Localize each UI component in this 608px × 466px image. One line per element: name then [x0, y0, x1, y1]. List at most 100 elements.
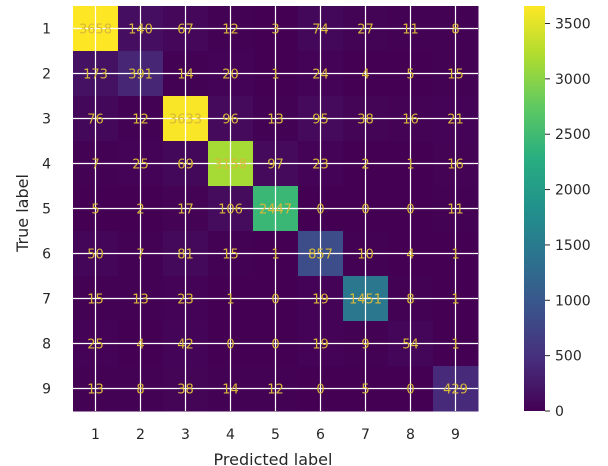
cell-value-label: 74 — [312, 23, 329, 38]
cell-value-label: 13 — [87, 383, 104, 398]
cell-value-label: 173 — [83, 68, 108, 83]
cell-value-label: 15 — [447, 68, 464, 83]
cell-value-label: 12 — [267, 383, 284, 398]
y-tick-label: 5 — [42, 202, 51, 218]
colorbar — [524, 6, 545, 411]
y-tick-label: 6 — [42, 247, 51, 263]
colorbar-tick-label: 3500 — [555, 16, 591, 32]
cell-value-label: 76 — [87, 113, 104, 128]
cell-value-label: 391 — [128, 68, 153, 83]
y-axis-label: True label — [13, 174, 32, 253]
cell-value-label: 96 — [222, 113, 239, 128]
cell-value-label: 67 — [177, 23, 194, 38]
cell-value-label: 11 — [447, 203, 464, 218]
cell-value-label: 0 — [271, 338, 279, 353]
cell-value-label: 0 — [406, 383, 414, 398]
cell-value-label: 429 — [443, 383, 468, 398]
cell-value-label: 5 — [91, 203, 99, 218]
x-tick-label: 1 — [91, 427, 100, 443]
x-tick-label: 2 — [136, 427, 145, 443]
x-axis-ticks: 1 2 3 4 5 6 7 8 9 — [91, 427, 460, 443]
cell-value-label: 15 — [222, 248, 239, 263]
cell-value-label: 1 — [451, 293, 459, 308]
cell-value-label: 11 — [402, 23, 419, 38]
cell-value-label: 13 — [267, 113, 284, 128]
cell-value-label: 23 — [177, 293, 194, 308]
cell-value-label: 42 — [177, 338, 194, 353]
cell-value-label: 3633 — [169, 113, 202, 128]
cell-value-label: 8 — [406, 293, 414, 308]
cell-value-label: 7 — [136, 248, 144, 263]
x-tick-label: 9 — [451, 427, 460, 443]
cell-value-label: 25 — [132, 158, 149, 173]
x-tick-label: 8 — [406, 427, 415, 443]
cell-value-label: 23 — [312, 158, 329, 173]
cell-value-label: 81 — [177, 248, 194, 263]
cell-value-label: 1451 — [349, 293, 382, 308]
cell-value-label: 20 — [222, 68, 239, 83]
y-tick-label: 8 — [42, 337, 51, 353]
x-tick-label: 4 — [226, 427, 235, 443]
cell-value-label: 2 — [136, 203, 144, 218]
y-tick-label: 9 — [42, 382, 51, 398]
y-tick-label: 1 — [42, 22, 51, 38]
cell-value-label: 2447 — [259, 203, 292, 218]
cell-value-label: 10 — [357, 248, 374, 263]
cell-value-label: 3658 — [79, 23, 112, 38]
cell-value-label: 4 — [406, 248, 414, 263]
colorbar-tick-label: 0 — [555, 404, 564, 420]
cell-value-label: 69 — [177, 158, 194, 173]
cell-value-label: 4 — [361, 68, 369, 83]
colorbar-tick-label: 1500 — [555, 238, 591, 254]
cell-value-label: 1 — [451, 338, 459, 353]
y-tick-label: 7 — [42, 292, 51, 308]
colorbar-tick-label: 1000 — [555, 293, 591, 309]
cell-value-label: 0 — [271, 293, 279, 308]
y-tick-label: 4 — [42, 157, 51, 173]
x-axis-label: Predicted label — [214, 450, 333, 466]
cell-value-label: 12 — [132, 113, 149, 128]
cell-value-label: 140 — [128, 23, 153, 38]
cell-value-label: 54 — [402, 338, 419, 353]
cell-value-label: 15 — [87, 293, 104, 308]
cell-value-label: 19 — [312, 293, 329, 308]
cell-value-label: 9 — [361, 338, 369, 353]
cell-value-label: 8 — [136, 383, 144, 398]
cell-value-label: 38 — [357, 113, 374, 128]
cell-value-label: 50 — [87, 248, 104, 263]
cell-value-label: 7 — [91, 158, 99, 173]
cell-value-label: 3 — [271, 23, 279, 38]
cell-value-label: 16 — [402, 113, 419, 128]
cell-value-label: 857 — [308, 248, 333, 263]
cell-value-label: 5 — [361, 383, 369, 398]
colorbar-tick-label: 500 — [555, 349, 582, 365]
cell-value-label: 1 — [226, 293, 234, 308]
cell-value-label: 4 — [136, 338, 144, 353]
cell-value-label: 106 — [218, 203, 243, 218]
cell-value-label: 24 — [312, 68, 329, 83]
y-axis-ticks: 1 2 3 4 5 6 7 8 9 — [42, 22, 51, 398]
cell-value-label: 1 — [271, 248, 279, 263]
colorbar-tick-label: 3000 — [555, 72, 591, 88]
cell-value-label: 38 — [177, 383, 194, 398]
x-tick-label: 5 — [271, 427, 280, 443]
cell-value-label: 0 — [226, 338, 234, 353]
gridlines — [73, 6, 478, 411]
y-tick-label: 3 — [42, 112, 51, 128]
cell-value-label: 12 — [222, 23, 239, 38]
x-tick-label: 7 — [361, 427, 370, 443]
cell-value-label: 17 — [177, 203, 194, 218]
cell-value-label: 3158 — [214, 158, 247, 173]
cell-value-label: 8 — [451, 23, 459, 38]
y-tick-label: 2 — [42, 67, 51, 83]
x-tick-label: 6 — [316, 427, 325, 443]
cell-value-label: 97 — [267, 158, 284, 173]
cell-value-label: 19 — [312, 338, 329, 353]
cell-value-label: 1 — [271, 68, 279, 83]
cell-value-label: 14 — [177, 68, 194, 83]
x-tick-label: 3 — [181, 427, 190, 443]
cell-value-label: 14 — [222, 383, 239, 398]
cell-value-label: 0 — [316, 203, 324, 218]
